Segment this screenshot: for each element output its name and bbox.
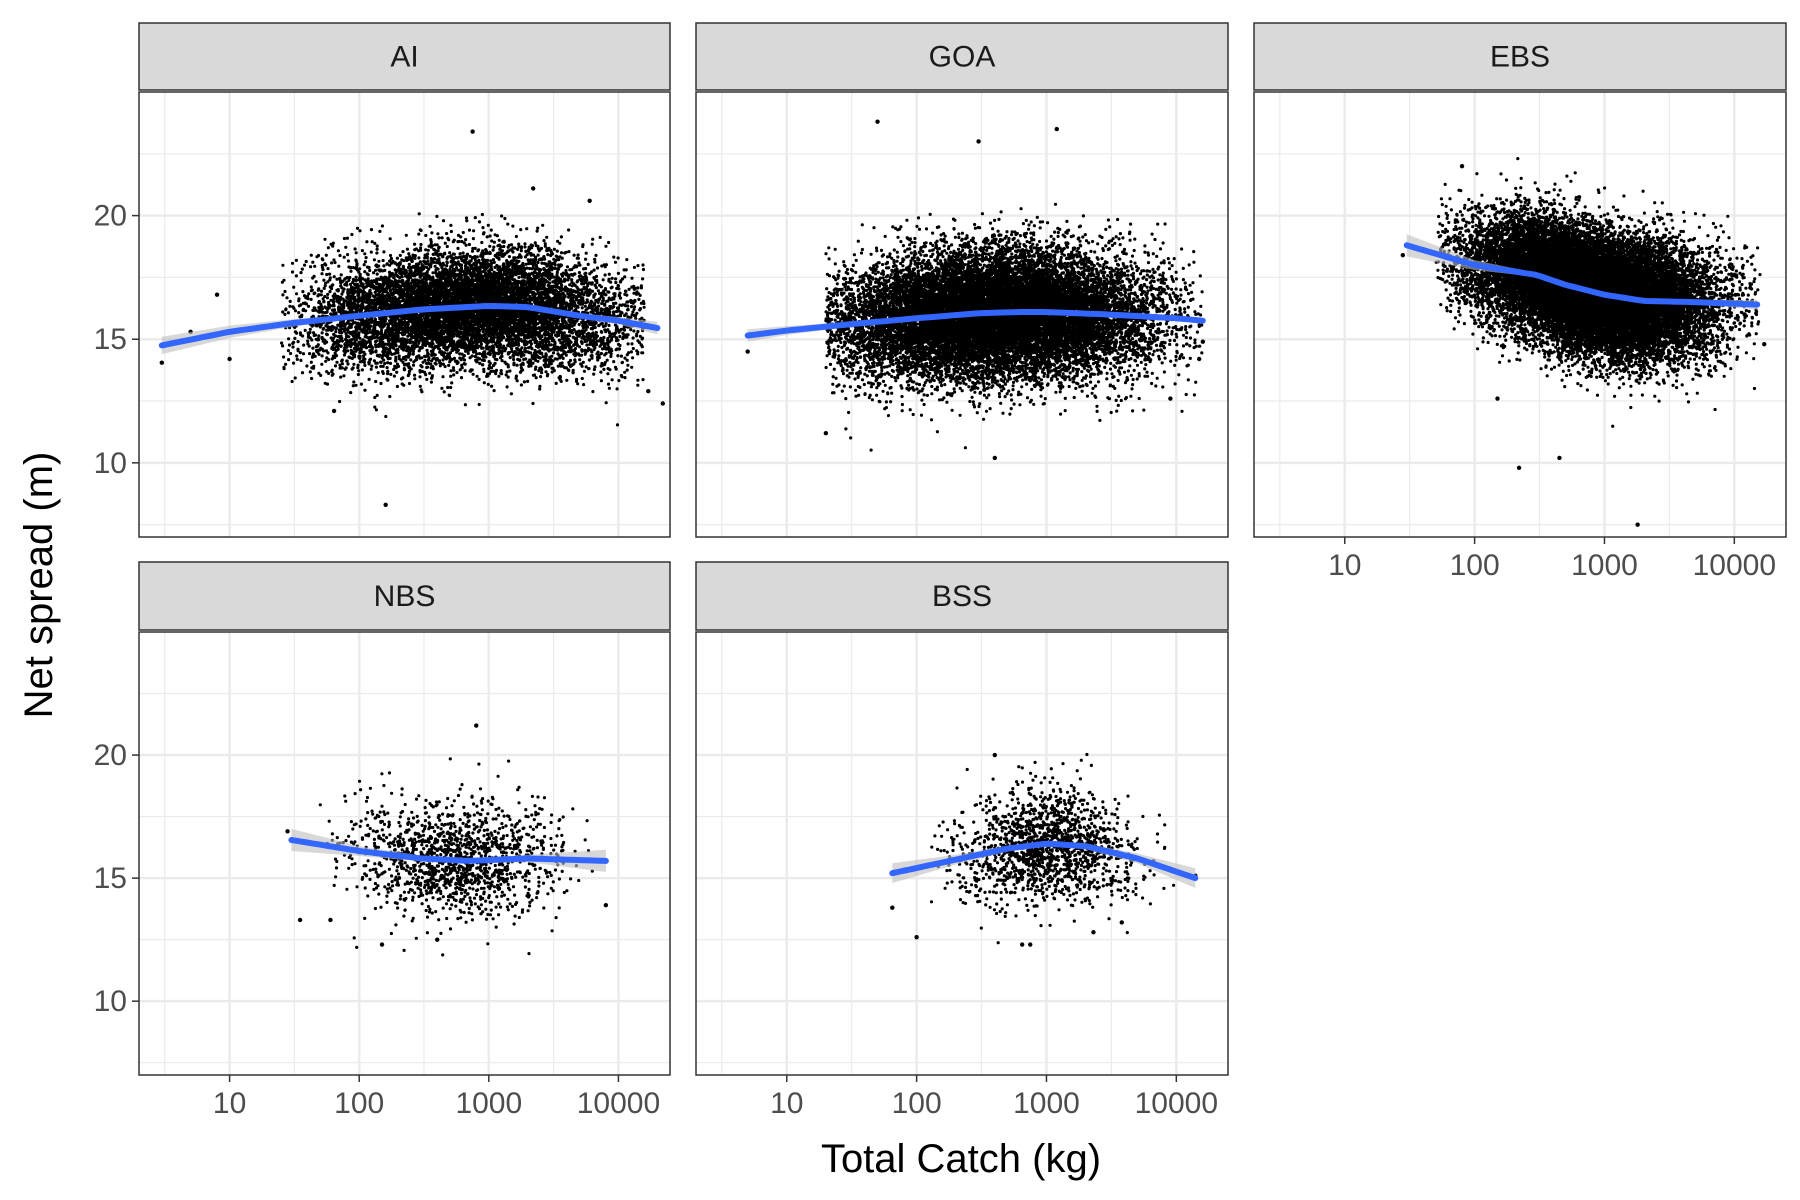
x-tick-label: 1000 <box>1013 1087 1080 1120</box>
x-tick-label: 100 <box>892 1087 942 1120</box>
x-tick-label: 1000 <box>1571 549 1638 582</box>
scatter-point <box>660 401 666 406</box>
scatter-point <box>914 934 919 940</box>
y-tick-label: 15 <box>94 323 127 356</box>
panel-border <box>695 91 1229 538</box>
smooth-line <box>288 837 609 864</box>
scatter-points <box>280 212 646 427</box>
scatter-point <box>1028 942 1033 947</box>
panel-border <box>138 631 671 1076</box>
x-tick-label: 10 <box>770 1087 803 1120</box>
scatter-point <box>1635 522 1640 527</box>
scatter-point <box>379 942 385 947</box>
scatter-point <box>1168 396 1173 401</box>
y-tick-label: 10 <box>94 447 127 480</box>
scatter-point <box>383 502 388 508</box>
x-tick-label: 10 <box>213 1087 246 1120</box>
scatter-point <box>823 430 829 436</box>
smooth-line <box>889 840 1199 882</box>
panel-border <box>1253 91 1787 538</box>
x-tick-label: 100 <box>1450 549 1500 582</box>
scatter-point <box>1495 396 1500 401</box>
scatter-point <box>646 388 651 394</box>
y-axis-title: Net spread (m) <box>17 452 61 719</box>
facet-strip-label: NBS <box>374 580 436 613</box>
panel-border <box>138 91 671 538</box>
scatter-point <box>530 186 536 191</box>
scatter-point <box>1119 920 1124 925</box>
x-tick-label: 100 <box>334 1087 384 1120</box>
scatter-point <box>159 360 165 365</box>
x-tick-label: 10000 <box>1693 549 1776 582</box>
scatter-point <box>1459 163 1465 169</box>
scatter-point <box>1196 356 1202 362</box>
scatter-point <box>328 917 333 923</box>
facet-strip <box>138 561 671 631</box>
facet-strip <box>695 561 1229 631</box>
scatter-point <box>1557 455 1562 461</box>
scatter-point <box>1516 465 1522 470</box>
y-tick-label: 20 <box>94 739 127 772</box>
scatter-point <box>1054 126 1059 132</box>
facet-panel-nbs: NBS 10 15 20 10 100 1000 10000 <box>94 561 671 1120</box>
x-axis-title: Total Catch (kg) <box>821 1137 1101 1181</box>
scatter-point <box>214 292 220 297</box>
facet-panel-ai: AI 10 15 20 <box>94 22 671 538</box>
scatter-point <box>1762 341 1767 347</box>
facet-strip-label: GOA <box>929 41 996 74</box>
scatter-point <box>1019 942 1025 947</box>
scatter-point <box>890 905 895 910</box>
scatter-point <box>331 408 337 414</box>
scatter-points <box>318 757 594 957</box>
scatter-point <box>875 119 880 124</box>
scatter-point <box>1200 339 1206 344</box>
scatter-points <box>929 752 1176 945</box>
facet-panels: AI 10 15 20 GOA EBS 10 100 1000 10000 NBS 10 15 20 10 1… <box>94 22 1787 1120</box>
panel-border <box>695 631 1229 1076</box>
scatter-point <box>1400 252 1406 258</box>
scatter-points <box>824 202 1204 452</box>
facet-strip-label: EBS <box>1490 41 1550 74</box>
x-tick-label: 10000 <box>577 1087 660 1120</box>
x-tick-label: 10 <box>1328 549 1361 582</box>
scatter-point <box>297 917 303 923</box>
scatter-point <box>435 937 440 942</box>
smooth-line <box>744 309 1206 339</box>
scatter-point <box>227 356 232 362</box>
scatter-point <box>1091 930 1096 935</box>
y-tick-label: 10 <box>94 985 127 1018</box>
scatter-point <box>603 902 609 908</box>
scatter-point <box>992 752 997 758</box>
facet-strip-label: AI <box>390 41 418 74</box>
scatter-point <box>1742 312 1747 317</box>
x-tick-label: 10000 <box>1135 1087 1218 1120</box>
scatter-point <box>474 723 479 728</box>
scatter-point <box>470 129 475 134</box>
y-tick-label: 15 <box>94 862 127 895</box>
facet-strip <box>1253 22 1787 91</box>
scatter-point <box>976 139 981 144</box>
y-tick-label: 20 <box>94 200 127 233</box>
scatter-point <box>992 455 997 461</box>
scatter-point <box>745 349 750 354</box>
scatter-point <box>285 829 290 834</box>
facet-panel-goa: GOA <box>695 22 1229 538</box>
facet-strip <box>695 22 1229 91</box>
x-tick-label: 1000 <box>455 1087 522 1120</box>
facet-strip <box>138 22 671 91</box>
facet-panel-ebs: EBS 10 100 1000 10000 <box>1253 22 1787 582</box>
facet-strip-label: BSS <box>932 580 992 613</box>
smooth-line <box>1403 242 1761 308</box>
scatter-point <box>587 198 592 203</box>
smooth-line <box>158 303 661 349</box>
facet-panel-bss: BSS 10 100 1000 10000 <box>695 561 1229 1120</box>
